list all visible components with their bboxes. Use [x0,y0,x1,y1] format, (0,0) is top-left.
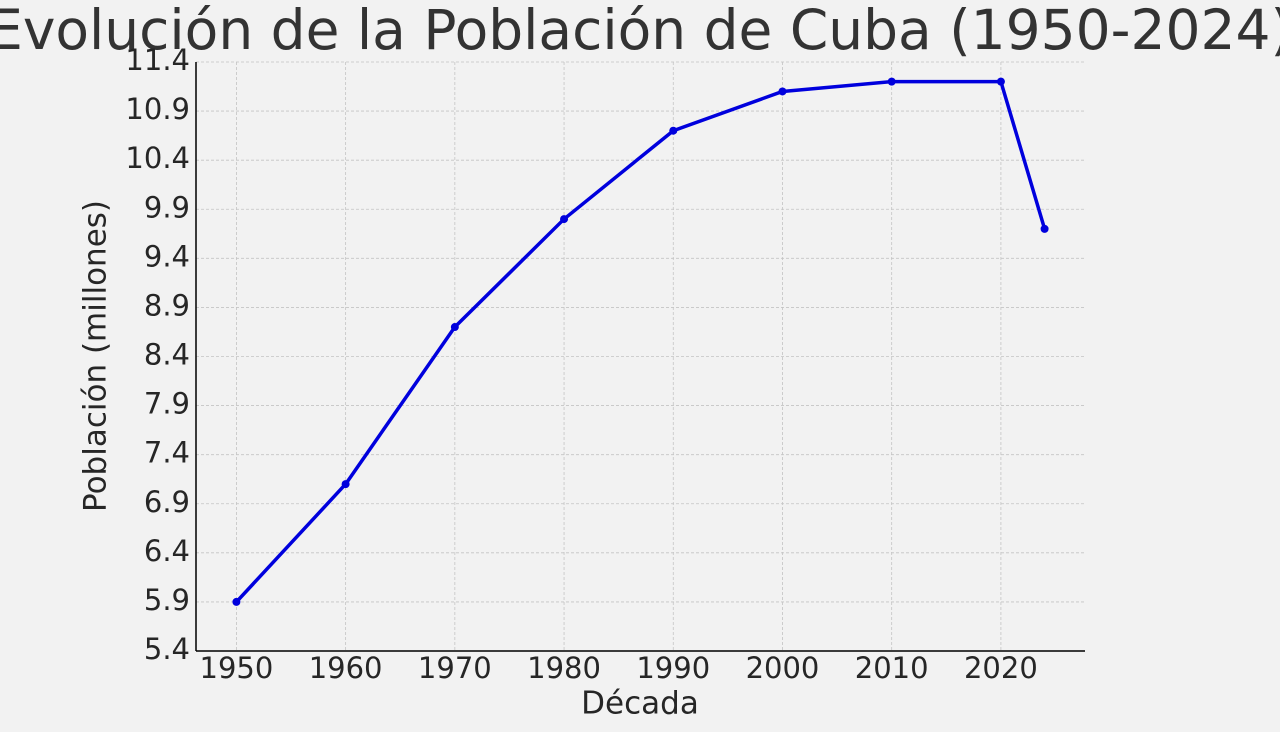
y-tick-label: 6.9 [144,485,190,519]
chart-title: Evolución de la Población de Cuba (1950-… [0,0,1280,62]
y-tick-label: 9.9 [144,190,190,224]
y-tick-label: 7.4 [144,436,190,470]
x-tick-label: 2010 [855,651,929,685]
point [996,77,1005,86]
y-tick-label: 10.4 [125,141,190,175]
y-tick-label: 6.4 [144,534,190,568]
y-tick-label: 9.4 [144,239,190,273]
point [232,597,241,606]
point [1040,224,1049,233]
x-tick-label: 2000 [746,651,820,685]
x-tick-label: 1950 [200,651,274,685]
point [560,215,569,224]
point [450,323,459,332]
x-axis-label: Década [581,686,699,722]
point [887,77,896,86]
x-tick-label: 2020 [964,651,1038,685]
y-tick-label: 7.9 [144,387,190,421]
y-tick-label: 8.9 [144,288,190,322]
y-tick-label: 5.4 [144,632,190,666]
point [778,87,787,96]
y-tick-label: 11.4 [125,43,190,77]
x-tick-label: 1960 [309,651,383,685]
y-tick-label: 8.4 [144,338,190,372]
point [341,480,350,489]
point [669,126,678,135]
y-tick-label: 5.9 [144,583,190,617]
y-tick-label: 10.9 [125,92,190,126]
x-tick-label: 1980 [527,651,601,685]
y-axis-label: Población (millones) [78,200,114,512]
x-tick-label: 1990 [636,651,710,685]
x-tick-label: 1970 [418,651,492,685]
